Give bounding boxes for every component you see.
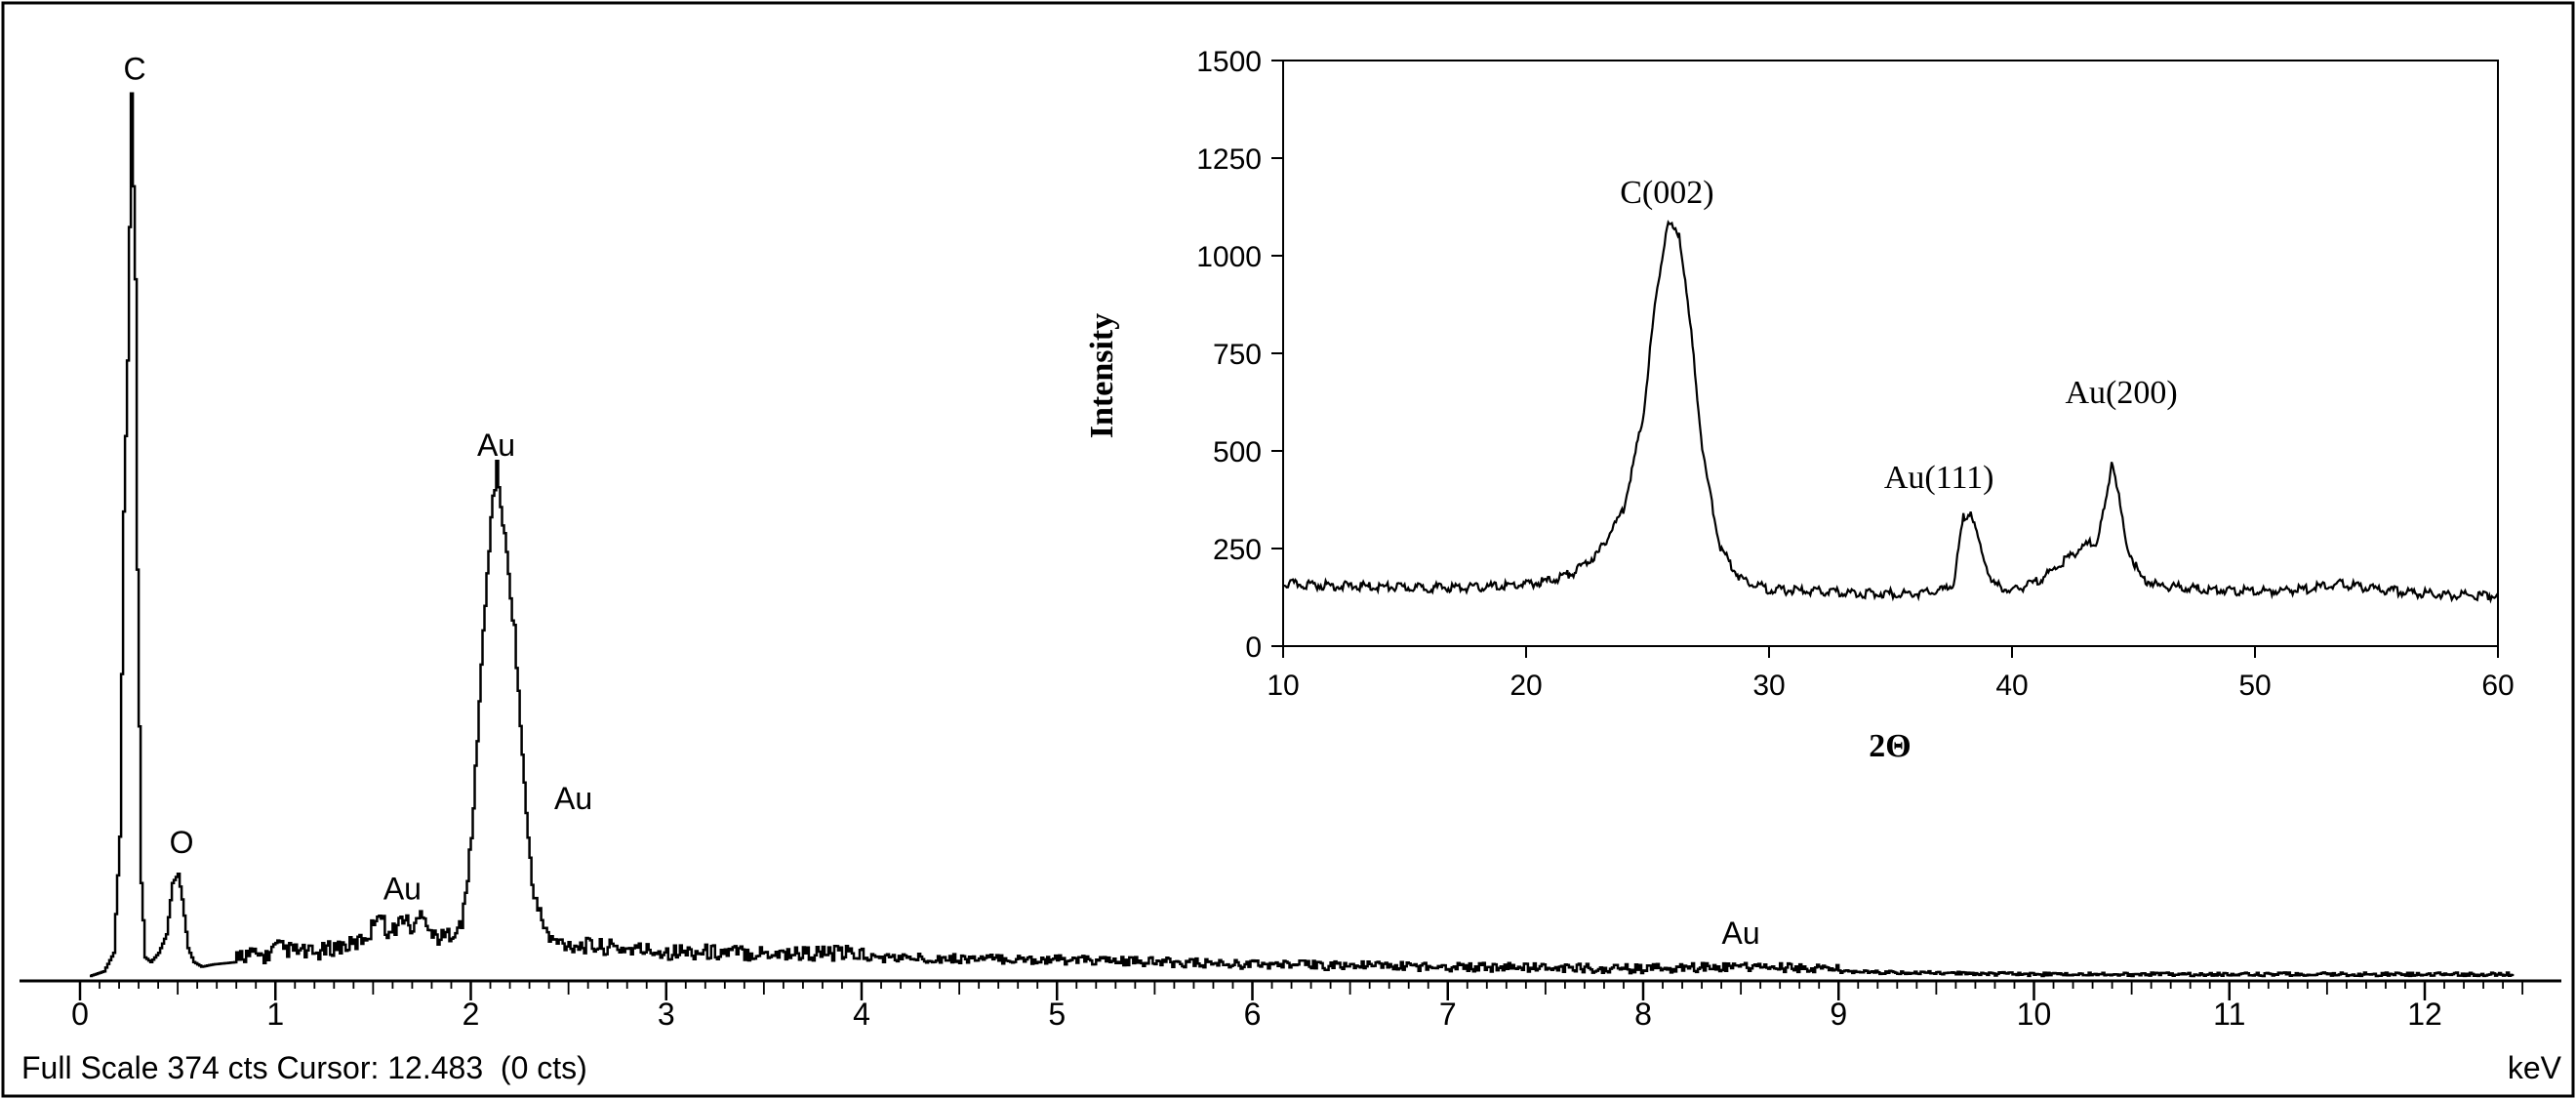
eds-x-tick-label: 4 <box>853 997 870 1032</box>
eds-peak-label: O <box>170 825 194 860</box>
xrd-peak-label: Au(111) <box>1884 460 1994 496</box>
eds-footer-status: Full Scale 374 cts Cursor: 12.483 (0 cts… <box>21 1050 587 1085</box>
xrd-x-tick-label: 20 <box>1509 670 1542 702</box>
xrd-x-tick-label: 60 <box>2481 670 2514 702</box>
eds-peak-label: Au <box>477 427 515 463</box>
eds-peak-label: Au <box>383 872 422 907</box>
eds-x-tick-label: 6 <box>1244 997 1262 1032</box>
eds-x-tick-label: 3 <box>658 997 675 1032</box>
xrd-x-tick-label: 40 <box>1995 670 2028 702</box>
xrd-y-axis-title: Intensity <box>1084 313 1120 438</box>
eds-x-tick-label: 7 <box>1439 997 1457 1032</box>
xrd-y-tick-label: 1250 <box>1196 143 1262 176</box>
xrd-series-line <box>1282 220 2499 604</box>
eds-peak-labels: C O Au Au Au Au <box>124 52 1760 951</box>
xrd-y-tick-label: 1500 <box>1196 46 1262 78</box>
eds-x-tick-label: 11 <box>2213 997 2245 1032</box>
xrd-peak-label: C(002) <box>1620 175 1713 211</box>
xrd-x-tick-label: 50 <box>2238 670 2271 702</box>
xrd-peak-labels: C(002) Au(111) Au(200) <box>1620 175 2177 496</box>
eds-peak-label: Au <box>1722 916 1760 951</box>
xrd-x-axis-title: 2Θ <box>1869 728 1911 764</box>
eds-x-tick-label: 10 <box>2017 997 2052 1032</box>
xrd-y-ticks: 0 250 500 750 1000 1250 1500 <box>1196 46 1283 664</box>
xrd-y-tick-label: 0 <box>1245 631 1262 664</box>
eds-x-unit-label: keV <box>2508 1050 2562 1085</box>
eds-series-line <box>90 92 2515 978</box>
xrd-y-tick-label: 250 <box>1213 534 1262 566</box>
eds-x-tick-label: 9 <box>1830 997 1847 1032</box>
eds-x-ticks <box>78 981 2524 1000</box>
xrd-inset-chart: 0 250 500 750 1000 1250 1500 10 20 30 40 50 60 C(00… <box>1084 46 2515 764</box>
eds-x-tick-label: 8 <box>1634 997 1652 1032</box>
eds-x-tick-label: 1 <box>266 997 284 1032</box>
xrd-plot-area <box>1282 60 2499 647</box>
eds-peak-label: Au <box>554 781 592 816</box>
xrd-y-tick-label: 1000 <box>1196 241 1262 273</box>
xrd-y-tick-label: 500 <box>1213 436 1262 468</box>
eds-x-tick-label: 5 <box>1048 997 1066 1032</box>
xrd-x-tick-label: 10 <box>1267 670 1299 702</box>
xrd-x-ticks: 10 20 30 40 50 60 <box>1267 646 2515 702</box>
xrd-peak-label: Au(200) <box>2065 375 2177 411</box>
xrd-y-tick-label: 750 <box>1213 339 1262 371</box>
eds-x-tick-labels: 0 1 2 3 4 5 6 7 8 9 10 11 12 <box>71 997 2442 1032</box>
eds-x-tick-label: 12 <box>2407 997 2442 1032</box>
eds-peak-label: C <box>124 52 146 87</box>
eds-x-tick-label: 0 <box>71 997 89 1032</box>
xrd-x-tick-label: 30 <box>1752 670 1785 702</box>
eds-x-tick-label: 2 <box>463 997 480 1032</box>
